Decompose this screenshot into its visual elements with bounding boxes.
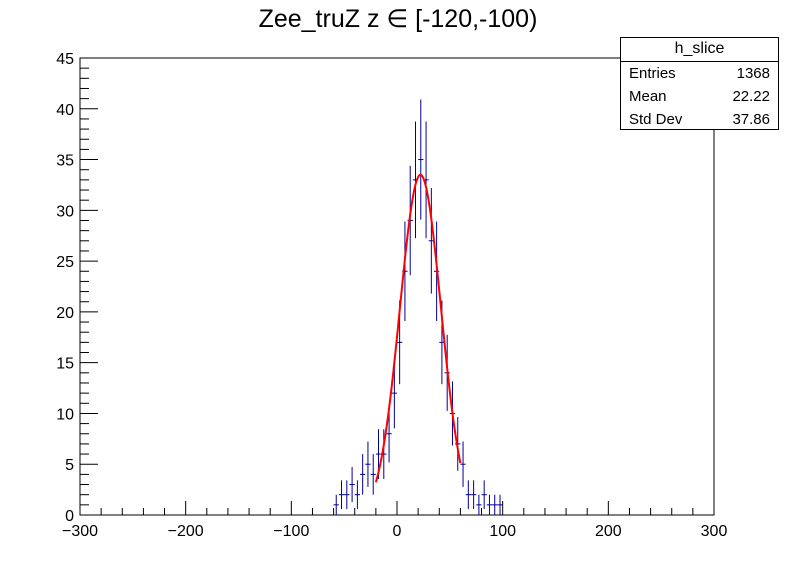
histogram-bin	[481, 480, 487, 510]
x-tick-label: −100	[273, 523, 309, 540]
histogram-bin	[370, 454, 376, 495]
y-tick-label: 0	[65, 508, 74, 525]
stats-row-entries: Entries 1368	[621, 62, 778, 85]
histogram-bin	[354, 480, 361, 510]
x-tick-label: 100	[489, 523, 516, 540]
x-tick-label: −200	[168, 523, 204, 540]
plot-frame	[79, 57, 715, 516]
y-tick-label: 30	[56, 203, 74, 220]
histogram-bin	[497, 494, 503, 515]
histogram-bin	[465, 480, 471, 510]
histogram-bin	[476, 494, 482, 515]
histogram-bin	[470, 480, 477, 510]
x-tick-label: 200	[595, 523, 622, 540]
stats-value: 22.22	[732, 88, 770, 105]
y-tick-label: 45	[56, 51, 74, 68]
y-tick-label: 15	[56, 356, 74, 373]
y-tick-label: 20	[56, 305, 74, 322]
y-tick-label: 10	[56, 406, 74, 423]
y-tick-label: 40	[56, 102, 74, 119]
histogram-bin	[344, 480, 350, 510]
histogram-bin	[360, 454, 366, 495]
stats-value: 1368	[736, 65, 770, 82]
x-axis: −300 −200 −100 0 100 200 300	[62, 501, 727, 540]
y-tick-label: 35	[56, 153, 74, 170]
stats-row-mean: Mean 22.22	[621, 85, 778, 108]
stats-value: 37.86	[732, 111, 770, 128]
x-tick-label: −300	[62, 523, 98, 540]
y-axis: 0 5 10 15 20 25 30 35 40 45	[56, 51, 98, 525]
histogram-bin	[365, 441, 371, 487]
stats-label: Mean	[629, 88, 667, 105]
x-tick-label: 300	[701, 523, 728, 540]
histogram-bins	[333, 99, 503, 515]
fit-curve	[374, 173, 462, 483]
stats-name: h_slice	[621, 38, 778, 62]
histogram-bin	[333, 494, 339, 515]
gaussian-fit	[374, 173, 462, 483]
histogram-bin	[349, 466, 355, 503]
stats-row-stddev: Std Dev 37.86	[621, 108, 778, 131]
histogram-bin	[492, 494, 498, 515]
stats-label: Std Dev	[629, 111, 683, 128]
stats-box: h_slice Entries 1368 Mean 22.22 Std Dev …	[620, 37, 779, 130]
histogram-bin	[460, 441, 466, 487]
histogram-bin	[418, 99, 424, 220]
stats-label: Entries	[629, 65, 676, 82]
histogram-bin	[338, 480, 345, 510]
y-tick-label: 5	[65, 457, 74, 474]
x-tick-label: 0	[393, 523, 402, 540]
histogram-bin	[486, 494, 493, 515]
chart-title: Zee_truZ z ∈ [-120,-100)	[258, 5, 538, 33]
y-tick-label: 25	[56, 254, 74, 271]
